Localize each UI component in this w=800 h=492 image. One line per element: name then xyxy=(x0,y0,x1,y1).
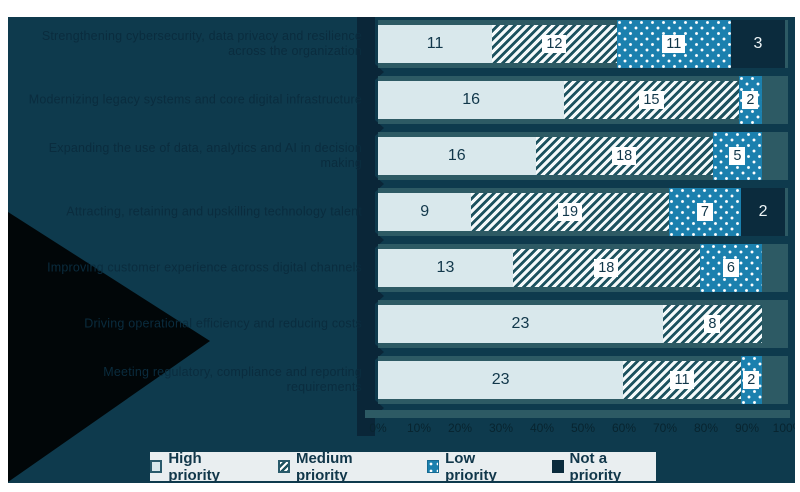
x-axis-tick-label: 80% xyxy=(693,421,719,435)
value-label: 11 xyxy=(662,35,686,53)
category-label: Driving operational efficiency and reduc… xyxy=(84,316,362,331)
x-axis-tick-label: 70% xyxy=(652,421,678,435)
medium-priority-segment: 15 xyxy=(564,81,739,119)
value-label: 12 xyxy=(542,35,567,53)
x-axis-tick-label: 100% xyxy=(772,421,795,435)
category-label: Attracting, retaining and upskilling tec… xyxy=(66,204,362,219)
legend: High priority Medium priority Low priori… xyxy=(150,449,657,484)
value-label: 16 xyxy=(462,91,480,108)
high-priority-segment: 16 xyxy=(378,137,536,175)
x-axis-tick-label: 0% xyxy=(369,421,387,435)
value-label: 7 xyxy=(696,203,713,221)
category-label: Meeting regulatory, compliance and repor… xyxy=(103,365,362,394)
legend-label-low: Low priority xyxy=(445,449,497,484)
medium-priority-segment: 11 xyxy=(623,361,741,399)
value-label: 3 xyxy=(753,35,763,52)
x-axis-tick-label: 40% xyxy=(529,421,555,435)
value-label: 23 xyxy=(491,371,510,388)
value-label: 16 xyxy=(447,147,466,164)
category-label: Improving customer experience across dig… xyxy=(47,260,362,275)
x-axis-tick-label: 50% xyxy=(570,421,596,435)
legend-item-high: High priority xyxy=(150,449,251,484)
low-priority-segment: 2 xyxy=(740,356,762,404)
value-label: 6 xyxy=(722,259,739,277)
category-label: Expanding the use of data, analytics and… xyxy=(48,141,362,170)
medium-priority-segment: 19 xyxy=(471,193,669,231)
category-label: Strengthening cybersecurity, data privac… xyxy=(41,29,362,58)
medium-priority-segment: 12 xyxy=(492,25,617,63)
value-label: 2 xyxy=(758,203,768,220)
value-label: 18 xyxy=(612,147,637,165)
legend-label-not: Not a priority xyxy=(569,449,622,484)
x-axis-tick-label: 10% xyxy=(406,421,432,435)
not-a-priority-swatch-icon xyxy=(551,460,564,473)
x-axis-tick-label: 30% xyxy=(488,421,514,435)
high-priority-segment: 9 xyxy=(378,193,472,231)
medium-priority-swatch-icon xyxy=(277,460,290,473)
legend-label-medium: Medium priority xyxy=(295,449,353,484)
legend-item-medium: Medium priority xyxy=(277,449,400,484)
legend-label-high: High priority xyxy=(168,449,220,484)
high-priority-segment: 23 xyxy=(378,361,624,399)
medium-priority-segment: 18 xyxy=(535,137,713,175)
low-priority-segment: 7 xyxy=(668,188,742,236)
black-chevron-decoration xyxy=(8,212,210,482)
x-axis-tick-label: 20% xyxy=(447,421,473,435)
x-axis-band xyxy=(365,410,790,418)
x-axis-tick-label: 60% xyxy=(611,421,637,435)
high-priority-segment: 13 xyxy=(378,249,513,287)
category-label: Modernizing legacy systems and core digi… xyxy=(28,92,362,107)
medium-priority-segment: 8 xyxy=(662,305,762,343)
value-label: 2 xyxy=(743,371,760,389)
value-label: 15 xyxy=(639,91,664,109)
medium-priority-segment: 18 xyxy=(512,249,700,287)
high-priority-segment: 16 xyxy=(378,81,565,119)
low-priority-swatch-icon xyxy=(426,460,440,473)
value-label: 5 xyxy=(729,147,746,165)
value-label: 8 xyxy=(704,315,721,333)
legend-item-not: Not a priority xyxy=(551,449,657,484)
value-label: 13 xyxy=(436,259,455,276)
chart-panel: Strengthening cybersecurity, data privac… xyxy=(8,17,795,483)
high-priority-swatch-icon xyxy=(150,460,163,473)
low-priority-segment: 6 xyxy=(699,244,762,292)
value-label: 11 xyxy=(426,35,444,52)
value-label: 23 xyxy=(511,315,530,332)
high-priority-segment: 23 xyxy=(378,305,663,343)
not-priority-segment: 2 xyxy=(741,188,785,236)
low-priority-segment: 5 xyxy=(712,132,762,180)
low-priority-segment: 11 xyxy=(616,20,731,68)
value-label: 19 xyxy=(557,203,583,221)
legend-item-low: Low priority xyxy=(426,449,525,484)
value-label: 18 xyxy=(594,259,619,277)
value-label: 2 xyxy=(742,91,759,109)
not-priority-segment: 3 xyxy=(730,20,785,68)
low-priority-segment: 2 xyxy=(738,76,762,124)
value-label: 9 xyxy=(420,203,430,220)
value-label: 11 xyxy=(670,371,694,389)
x-axis-tick-label: 90% xyxy=(734,421,760,435)
high-priority-segment: 11 xyxy=(378,25,493,63)
